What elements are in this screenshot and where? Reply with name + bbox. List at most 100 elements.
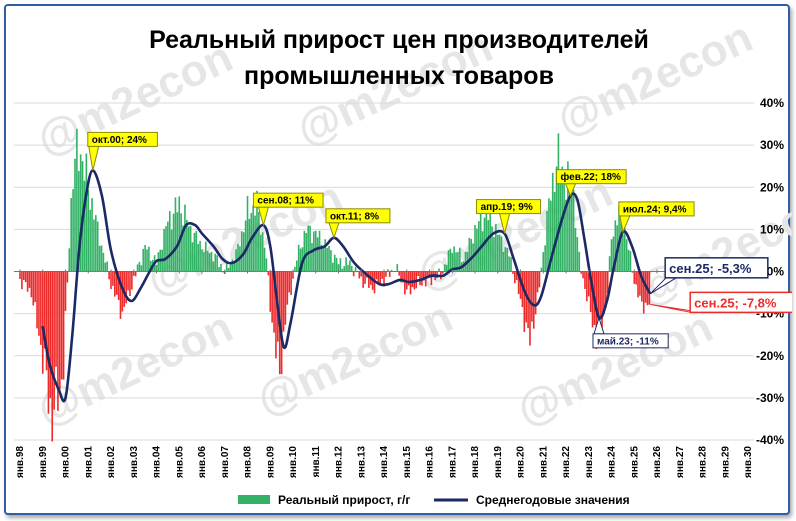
bar xyxy=(62,271,65,380)
bar xyxy=(95,215,97,272)
bar xyxy=(385,271,387,277)
bar xyxy=(642,271,645,314)
bar xyxy=(582,271,584,279)
bar xyxy=(68,248,71,272)
bar xyxy=(438,268,440,272)
bar xyxy=(174,197,177,272)
bar xyxy=(350,265,353,272)
bar xyxy=(218,267,220,272)
bar xyxy=(271,271,273,323)
bar xyxy=(76,128,78,272)
bar xyxy=(570,195,573,272)
bar xyxy=(91,198,93,272)
callout-pointer xyxy=(88,145,100,171)
bar xyxy=(316,237,319,272)
bar xyxy=(388,271,391,278)
bar xyxy=(189,225,192,272)
bar xyxy=(407,271,410,286)
x-tick-label: янв.27 xyxy=(675,446,686,478)
chart-frame: @m2econ @m2econ @m2econ @m2econ @m2econ @m2ec… xyxy=(4,4,792,515)
x-tick-label: янв.29 xyxy=(720,446,731,478)
bar xyxy=(354,266,357,272)
bar xyxy=(93,219,95,272)
bar xyxy=(455,252,457,272)
bar xyxy=(519,271,522,299)
bar-series xyxy=(19,128,651,442)
bar xyxy=(267,271,270,276)
bar xyxy=(324,239,327,272)
callout-label: сен.25; -5,3% xyxy=(669,261,752,276)
callout-box xyxy=(87,131,158,147)
bar xyxy=(70,198,72,272)
bar xyxy=(203,252,205,272)
bar xyxy=(597,271,600,336)
bar xyxy=(125,271,127,304)
bar xyxy=(208,253,211,272)
bar xyxy=(498,234,501,272)
callout-box xyxy=(325,208,391,224)
bar xyxy=(146,249,148,272)
bar xyxy=(459,247,461,272)
bar xyxy=(66,271,69,283)
bar xyxy=(85,153,88,272)
bar xyxy=(229,264,232,272)
bar xyxy=(599,271,601,319)
bar xyxy=(167,221,169,272)
bar xyxy=(349,260,351,272)
bar xyxy=(263,247,266,272)
x-tick-label: янв.20 xyxy=(516,446,527,478)
bar xyxy=(551,172,554,272)
x-tick-label: янв.01 xyxy=(83,446,94,478)
bar xyxy=(510,257,512,272)
bar xyxy=(341,268,344,272)
bar xyxy=(627,249,630,272)
bar xyxy=(606,271,609,294)
x-tick-label: янв.15 xyxy=(402,446,413,478)
bar xyxy=(112,271,114,286)
bar xyxy=(246,196,249,272)
bar xyxy=(225,260,228,272)
bar xyxy=(51,271,54,442)
bar xyxy=(286,271,289,305)
bar xyxy=(22,271,25,281)
callout-okt11: окт.11; 8% xyxy=(325,208,391,240)
bar xyxy=(275,271,277,359)
bar xyxy=(608,256,611,272)
callout-fev22: фев.22; 18% xyxy=(556,169,627,197)
bar xyxy=(136,264,139,272)
bar xyxy=(132,271,135,276)
bar xyxy=(504,247,507,272)
x-tick-label: янв.00 xyxy=(61,446,72,478)
bar xyxy=(131,271,133,290)
callout-sen08: сен.08; 11% xyxy=(252,192,324,228)
bar xyxy=(47,271,50,414)
bar xyxy=(40,271,42,345)
callout-sen25bar: сен.25; -7,8% xyxy=(650,291,792,314)
bar xyxy=(34,271,36,303)
bar xyxy=(55,271,57,367)
bar xyxy=(637,271,639,298)
callout-box xyxy=(252,192,324,208)
callout-sen25line: сен.25; -5,3% xyxy=(649,257,769,295)
y-tick-label: 0% xyxy=(767,265,785,279)
bar xyxy=(601,271,603,334)
bar xyxy=(45,271,48,371)
bar xyxy=(362,271,364,288)
y-tick-label: 20% xyxy=(760,180,784,194)
bar xyxy=(98,245,101,272)
bar xyxy=(502,251,505,272)
bar xyxy=(540,267,543,272)
bar xyxy=(318,230,321,272)
bar xyxy=(60,271,63,380)
bar xyxy=(623,227,626,272)
bar xyxy=(591,271,594,328)
bar xyxy=(155,265,158,272)
x-tick-label: янв.14 xyxy=(379,446,390,478)
bar xyxy=(398,271,400,276)
x-tick-label: янв.23 xyxy=(584,446,595,478)
bar xyxy=(381,271,383,279)
bar xyxy=(542,252,545,272)
bar xyxy=(603,271,605,315)
bar xyxy=(496,234,499,272)
bar xyxy=(180,213,182,272)
